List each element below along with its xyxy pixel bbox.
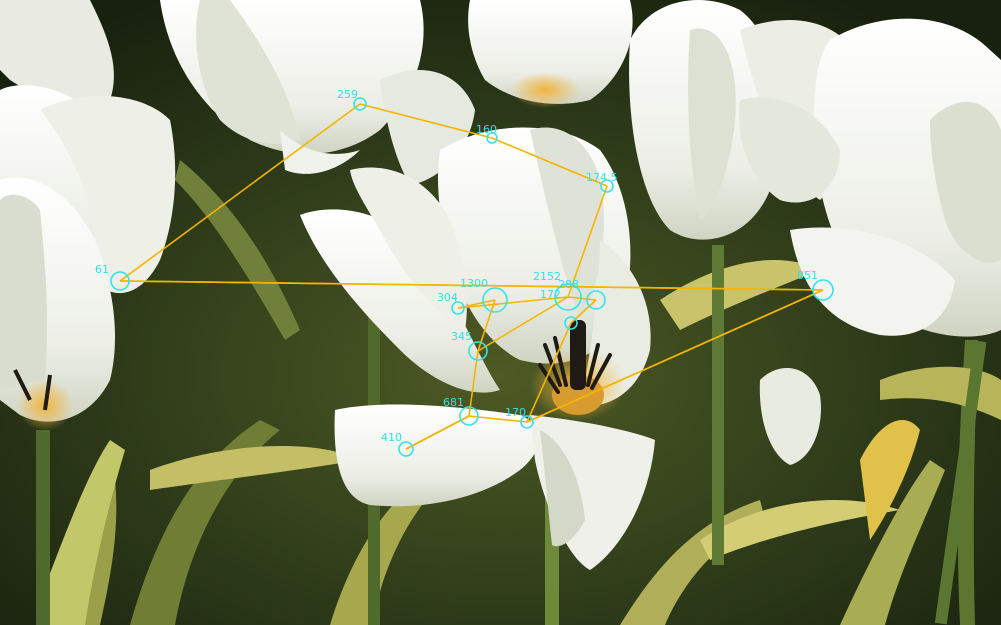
scanpath-segment xyxy=(567,185,608,298)
fixation-circle xyxy=(554,283,582,311)
fixation-circle xyxy=(353,97,367,111)
scanpath-segment xyxy=(567,296,597,301)
fixation-label: 259 xyxy=(337,88,358,101)
scanpath-segment xyxy=(491,137,608,187)
fixation-label: 172 xyxy=(540,288,561,301)
fixation-label: 288 xyxy=(558,278,579,291)
fixation-label: 174.5 xyxy=(586,171,618,184)
fixation-label: 681 xyxy=(443,396,464,409)
fixation-circle xyxy=(520,415,534,429)
fixation-label: 170 xyxy=(505,406,526,419)
scanpath-segment xyxy=(119,280,824,291)
fixation-circle xyxy=(482,287,508,313)
fixation-circle xyxy=(586,290,606,310)
scanpath-segment xyxy=(119,103,361,282)
fixation-label: 61 xyxy=(95,263,109,276)
scanpath-segment xyxy=(526,322,572,423)
fixation-circle xyxy=(110,271,130,291)
fixation-label: 345 xyxy=(451,330,472,343)
scanpath-segment xyxy=(359,103,493,139)
fixation-label: 1300 xyxy=(460,277,488,290)
fixation-circle xyxy=(451,301,465,315)
fixation-circle xyxy=(486,132,498,144)
fixation-circle xyxy=(468,341,488,361)
scanpath-segment xyxy=(405,415,470,450)
fixation-circle xyxy=(459,406,479,426)
fixation-circle xyxy=(398,441,414,457)
scanpath-segment xyxy=(457,296,569,309)
scanpath-segment xyxy=(477,296,569,352)
scanpath-lines xyxy=(119,103,824,450)
fixation-label: 304 xyxy=(437,291,458,304)
fixation-circle xyxy=(564,316,578,330)
fixation-label: 160 xyxy=(476,123,497,136)
scanpath-segment xyxy=(570,299,597,324)
fixation-circle xyxy=(812,279,834,301)
scanpath-segment xyxy=(526,289,824,423)
fixation-label: 851 xyxy=(797,269,818,282)
scanpath-segment xyxy=(468,350,479,417)
fixation-label: 410 xyxy=(381,431,402,444)
fixation-label: 2152 xyxy=(533,270,561,283)
fixation-circle xyxy=(600,179,614,193)
